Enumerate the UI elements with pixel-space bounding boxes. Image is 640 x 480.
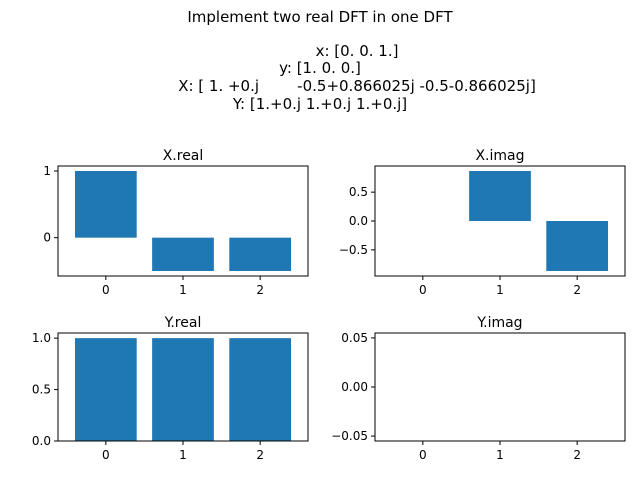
y-tick-label: 1 bbox=[43, 164, 51, 178]
y-tick-label: 0 bbox=[43, 231, 51, 245]
y-tick-label: 0.05 bbox=[341, 331, 368, 345]
axes-frame bbox=[374, 332, 626, 442]
subplot-1: X.real 0 1 2 0 1 bbox=[43, 148, 309, 297]
y-tick-label: 0.0 bbox=[349, 214, 368, 228]
bar-0 bbox=[74, 338, 137, 441]
x-tick-label: 2 bbox=[256, 283, 264, 297]
y-tick-label: −0.5 bbox=[339, 243, 368, 257]
x-tick-label: 2 bbox=[573, 448, 581, 462]
bar-2 bbox=[229, 237, 292, 271]
x-tick-label: 2 bbox=[256, 448, 264, 462]
x-tick-label: 1 bbox=[496, 448, 504, 462]
suptitle-line-4: y: [1. 0. 0.] bbox=[279, 59, 361, 77]
y-tick-label: 0.00 bbox=[341, 380, 368, 394]
y-tick-label: 1.0 bbox=[32, 331, 51, 345]
subplot-3: Y.real 0 1 2 1.0 0.5 0.0 bbox=[32, 315, 309, 462]
x-tick-label: 1 bbox=[179, 448, 187, 462]
y-tick-label: 0.5 bbox=[349, 185, 368, 199]
subplot-4: Y.imag 0 1 2 0.05 0.00 −0.05 bbox=[331, 315, 626, 462]
y-tick-label: 0.0 bbox=[32, 434, 51, 448]
suptitle-line-1: Implement two real DFT in one DFT bbox=[187, 8, 453, 26]
x-tick-label: 1 bbox=[179, 283, 187, 297]
subplot-2: X.imag 0 1 2 0.5 0.0 −0.5 bbox=[339, 148, 626, 297]
suptitle-line-5: X: [ 1. +0.j -0.5+0.866025j -0.5-0.86602… bbox=[178, 77, 536, 95]
bar-2 bbox=[229, 338, 292, 441]
subplot-grid: X.real 0 1 2 0 1 X.imag 0 1 2 0.5 0.0 −0.5 Y.real 0 1 2 1… bbox=[32, 148, 626, 462]
x-tick-label: 0 bbox=[419, 448, 427, 462]
y-tick-label: −0.05 bbox=[331, 429, 368, 443]
bar-1 bbox=[469, 171, 531, 221]
suptitle-line-6: Y: [1.+0.j 1.+0.j 1.+0.j] bbox=[232, 95, 407, 113]
subplot-title: X.imag bbox=[475, 148, 524, 164]
bar-1 bbox=[152, 338, 214, 441]
subplot-title: X.real bbox=[163, 148, 204, 164]
subplot-title: Y.imag bbox=[476, 315, 522, 331]
bar-2 bbox=[546, 221, 609, 271]
subplot-title: Y.real bbox=[164, 315, 202, 331]
x-tick-label: 0 bbox=[102, 283, 110, 297]
x-tick-label: 1 bbox=[496, 283, 504, 297]
bar-1 bbox=[152, 237, 214, 271]
figure-suptitle: Implement two real DFT in one DFT x: [0.… bbox=[178, 8, 536, 113]
x-tick-label: 0 bbox=[419, 283, 427, 297]
suptitle-line-3: x: [0. 0. 1.] bbox=[316, 42, 399, 60]
bar-0 bbox=[74, 171, 137, 238]
x-tick-label: 2 bbox=[573, 283, 581, 297]
x-tick-label: 0 bbox=[102, 448, 110, 462]
y-tick-label: 0.5 bbox=[32, 383, 51, 397]
